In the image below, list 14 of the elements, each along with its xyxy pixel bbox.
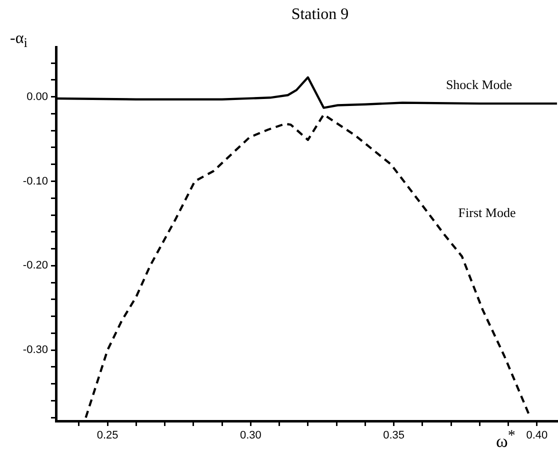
chart-title: Station 9: [291, 6, 349, 24]
y-tick-label: -0.30: [22, 344, 48, 356]
x-tick-label: 0.40: [526, 430, 548, 442]
line-series: [84, 113, 531, 419]
x-tick-label: 0.25: [96, 430, 118, 442]
x-axis-title: ω$^{*}$: [496, 428, 516, 452]
x-tick-label: 0.30: [240, 430, 262, 442]
x-tick-label: 0.35: [383, 430, 405, 442]
annotation: First Mode: [458, 204, 516, 220]
y-axis-title: -α$_{i}$: [10, 30, 28, 52]
annotation: Shock Mode: [446, 76, 512, 92]
y-tick-label: -0.20: [22, 260, 48, 272]
y-tick-label: 0.00: [26, 90, 48, 103]
y-tick-label: -0.10: [22, 175, 48, 188]
